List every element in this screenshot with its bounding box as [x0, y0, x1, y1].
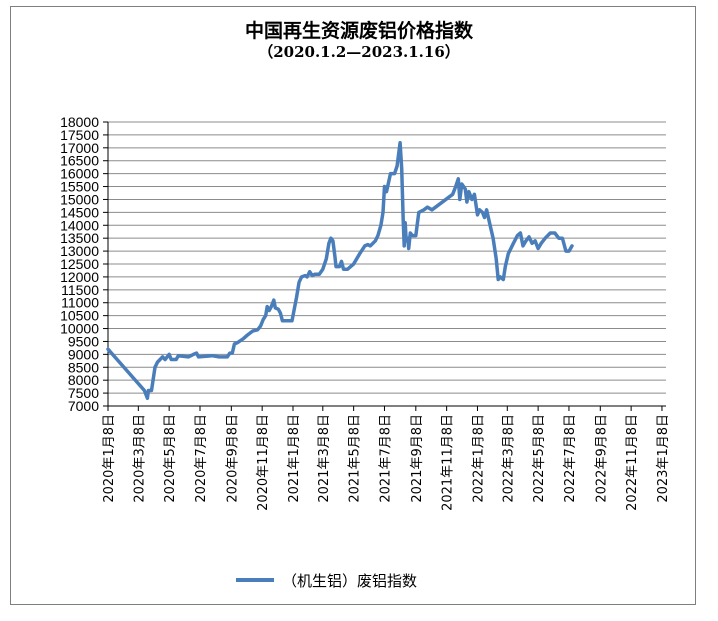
legend-swatch: [236, 578, 274, 582]
y-tick-label: 12500: [60, 256, 99, 272]
y-tick-label: 8000: [68, 372, 99, 388]
x-tick-label: 2020年9月8日: [225, 414, 240, 503]
y-tick-label: 14000: [60, 217, 99, 233]
y-tick-label: 13000: [60, 243, 99, 259]
x-tick-label: 2020年3月8日: [132, 414, 147, 503]
legend: （机生铝）废铝指数: [236, 570, 417, 590]
chart-frame: [10, 6, 696, 605]
x-tick-label: 2020年7月8日: [194, 414, 209, 503]
x-tick-label: 2022年9月8日: [594, 414, 609, 503]
x-tick-label: 2022年1月8日: [471, 414, 486, 503]
y-tick-label: 15500: [60, 179, 99, 195]
x-tick-label: 2022年3月8日: [501, 414, 516, 503]
y-tick-label: 9500: [68, 333, 99, 349]
chart-subtitle: （2020.1.2—2023.1.16）: [258, 43, 460, 61]
x-tick-label: 2022年7月8日: [563, 414, 578, 503]
y-tick-label: 16500: [60, 153, 99, 169]
y-tick-label: 7500: [68, 385, 99, 401]
x-tick-label: 2022年11月8日: [625, 414, 640, 511]
y-tick-label: 9000: [68, 346, 99, 362]
y-tick-label: 10000: [60, 321, 99, 337]
y-tick-label: 10500: [60, 308, 99, 324]
x-tick-label: 2021年7月8日: [378, 414, 393, 503]
grid-lines: [108, 121, 666, 407]
y-tick-label: 7000: [68, 398, 99, 414]
series-layer: [106, 140, 574, 401]
y-axis: 7000750080008500900095001000010500110001…: [60, 114, 109, 414]
x-tick-label: 2021年9月8日: [410, 414, 425, 503]
y-tick-label: 12000: [60, 269, 99, 285]
x-tick-label: 2020年1月8日: [102, 414, 117, 503]
y-tick-label: 17500: [60, 127, 99, 143]
chart-title: 中国再生资源废铝价格指数: [244, 20, 473, 42]
y-tick-label: 13500: [60, 230, 99, 246]
x-tick-label: 2021年3月8日: [317, 414, 332, 503]
y-tick-label: 8500: [68, 359, 99, 375]
y-tick-label: 18000: [60, 114, 99, 130]
x-tick-label: 2021年5月8日: [348, 414, 363, 503]
series-line: [106, 140, 574, 401]
x-tick-label: 2022年5月8日: [532, 414, 547, 503]
legend-label: （机生铝）废铝指数: [282, 571, 418, 590]
y-tick-label: 16000: [60, 166, 99, 182]
x-axis: 2020年1月8日 2020年3月8日 2020年5月8日 2020年7月8日 2020…: [102, 405, 671, 511]
y-tick-label: 17000: [60, 140, 99, 156]
x-tick-label: 2020年11月8日: [256, 414, 271, 511]
x-tick-label: 2021年11月8日: [441, 414, 456, 511]
y-tick-label: 11500: [61, 282, 99, 298]
y-tick-label: 11000: [61, 295, 99, 311]
x-tick-label: 2023年1月8日: [656, 414, 671, 503]
x-tick-label: 2021年1月8日: [287, 414, 302, 503]
y-tick-label: 15000: [60, 191, 99, 207]
y-tick-label: 14500: [60, 204, 99, 220]
x-tick-label: 2020年5月8日: [163, 414, 178, 503]
